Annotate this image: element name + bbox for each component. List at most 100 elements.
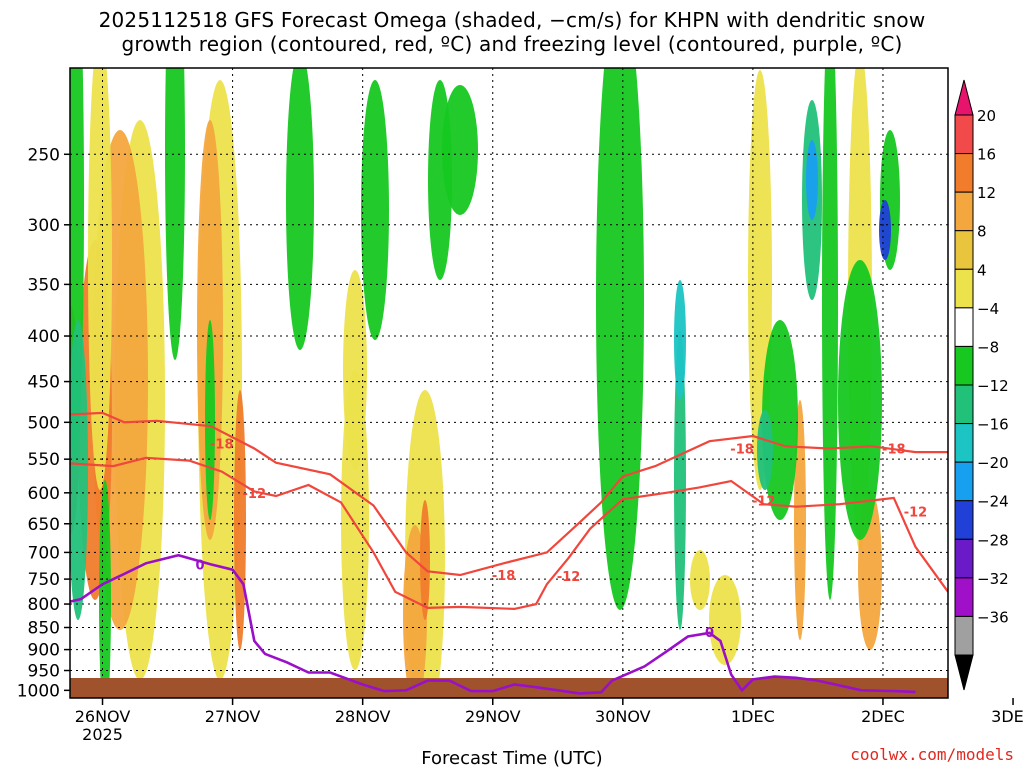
omega-cell-17 — [794, 400, 806, 640]
x-axis: 26NOV 27NOV 28NOV 29NOV 30NOV 1DEC 2DEC 3DEC 202… — [75, 698, 1024, 744]
x-year-label: 2025 — [82, 725, 123, 744]
colorbar-label-7: −12 — [977, 377, 1009, 395]
colorbar-label-12: −32 — [977, 570, 1009, 588]
chart-title-line-1: 2025112518 GFS Forecast Omega (shaded, −… — [98, 8, 926, 32]
colorbar-label-10: −24 — [977, 493, 1009, 511]
omega-cell-27 — [674, 280, 686, 400]
colorbar-bottom-arrow — [954, 654, 974, 691]
contour-line-m18 — [70, 411, 948, 577]
colorbar-label-11: −28 — [977, 531, 1009, 549]
contour-line-0 — [70, 553, 916, 695]
omega-cell-34 — [806, 140, 818, 220]
y-tick-label-650: 650 — [28, 515, 60, 535]
y-tick-label-250: 250 — [28, 145, 60, 165]
omega-cell-32 — [757, 410, 773, 490]
y-tick-label-950: 950 — [28, 662, 60, 682]
colorbar-swatch-13 — [954, 577, 974, 617]
colorbar-swatch-5 — [954, 268, 974, 309]
colorbar-label-8: −16 — [977, 416, 1009, 434]
omega-cell-36 — [70, 320, 88, 620]
colorbar-swatch-3 — [954, 191, 974, 232]
colorbar: 20 16 12 8 4 −4 −8 −12 −16 −20 −24 −28 −32 −36 — [954, 79, 1009, 691]
x-axis-label: Forecast Time (UTC) — [421, 748, 603, 768]
x-tick-label-7: 3DEC — [991, 707, 1024, 726]
colorbar-label-13: −36 — [977, 608, 1009, 626]
y-tick-label-450: 450 — [28, 373, 60, 393]
ground-surface — [70, 678, 948, 698]
y-tick-label-700: 700 — [28, 543, 60, 563]
colorbar-label-3: 8 — [977, 223, 987, 241]
omega-cell-29 — [822, 68, 838, 600]
colorbar-swatch-11 — [954, 500, 974, 540]
colorbar-label-5: −4 — [977, 300, 999, 318]
omega-cell-7 — [234, 390, 246, 650]
colorbar-label-1: 16 — [977, 146, 996, 164]
colorbar-label-6: −8 — [977, 338, 999, 356]
contour-label-6: -18 — [882, 442, 906, 457]
omega-cell-18 — [709, 575, 741, 665]
contour-label-0: -18 — [210, 437, 234, 452]
y-tick-label-550: 550 — [28, 450, 60, 470]
y-tick-label-350: 350 — [28, 275, 60, 295]
y-tick-label-1000: 1000 — [17, 681, 60, 701]
x-tick-label-0: 26NOV — [75, 707, 131, 726]
omega-cell-25 — [596, 68, 644, 610]
omega-cell-26 — [674, 330, 686, 630]
omega-cell-19 — [690, 550, 710, 610]
y-tick-label-900: 900 — [28, 641, 60, 661]
contour-label-9: 0 — [705, 626, 714, 641]
y-tick-label-850: 850 — [28, 618, 60, 638]
omega-cell-39 — [428, 80, 452, 280]
colorbar-swatch-10 — [954, 461, 974, 502]
colorbar-top-arrow — [954, 79, 974, 116]
omega-cell-10 — [420, 500, 430, 620]
x-tick-label-6: 2DEC — [861, 707, 905, 726]
colorbar-swatch-14 — [954, 615, 974, 656]
y-tick-label-600: 600 — [28, 484, 60, 504]
colorbar-label-9: −20 — [977, 454, 1009, 472]
contour-label-8: 0 — [196, 558, 205, 573]
omega-cell-37 — [99, 480, 111, 698]
credit-text: coolwx.com/models — [850, 745, 1014, 764]
colorbar-swatch-8 — [954, 384, 974, 425]
y-tick-label-800: 800 — [28, 595, 60, 615]
x-tick-label-1: 27NOV — [205, 707, 261, 726]
colorbar-swatch-6 — [954, 307, 974, 347]
contour-label-1: -12 — [243, 487, 267, 502]
colorbar-label-0: 20 — [977, 107, 996, 125]
x-tick-label-5: 1DEC — [731, 707, 775, 726]
colorbar-label-2: 12 — [977, 184, 996, 202]
colorbar-label-4: 4 — [977, 261, 987, 279]
colorbar-swatch-2 — [954, 153, 974, 193]
omega-cell-13 — [341, 370, 369, 670]
x-tick-label-4: 30NOV — [595, 707, 651, 726]
y-tick-label-400: 400 — [28, 327, 60, 347]
contour-label-7: -12 — [904, 506, 928, 521]
y-tick-label-750: 750 — [28, 570, 60, 590]
colorbar-swatch-7 — [954, 345, 974, 386]
y-tick-label-300: 300 — [28, 216, 60, 236]
colorbar-swatch-9 — [954, 423, 974, 463]
colorbar-swatch-4 — [954, 230, 974, 270]
omega-cell-24 — [361, 80, 389, 340]
contour-label-5: -12 — [752, 494, 776, 509]
omega-cell-30 — [838, 260, 882, 540]
contour-lines: -18 -12 -18 -12 -18 -12 -18 -12 0 0 — [70, 411, 948, 695]
colorbar-swatch-1 — [954, 114, 974, 155]
omega-cell-22 — [205, 320, 215, 520]
plot-frame — [69, 67, 949, 699]
omega-cell-35 — [879, 200, 891, 260]
omega-cell-23 — [286, 68, 314, 350]
x-tick-label-2: 28NOV — [335, 707, 391, 726]
contour-label-2: -18 — [492, 569, 516, 584]
omega-cell-11 — [88, 68, 112, 490]
chart-title-line-2: growth region (contoured, red, ºC) and f… — [121, 32, 903, 56]
y-tick-label-500: 500 — [28, 413, 60, 433]
contour-label-4: -18 — [730, 442, 754, 457]
x-tick-label-3: 29NOV — [465, 707, 521, 726]
contour-line-m12 — [70, 456, 948, 611]
contour-label-3: -12 — [557, 570, 581, 585]
y-axis: 250 300 350 400 450 500 550 600 650 700 750 800 850 9… — [17, 145, 70, 701]
